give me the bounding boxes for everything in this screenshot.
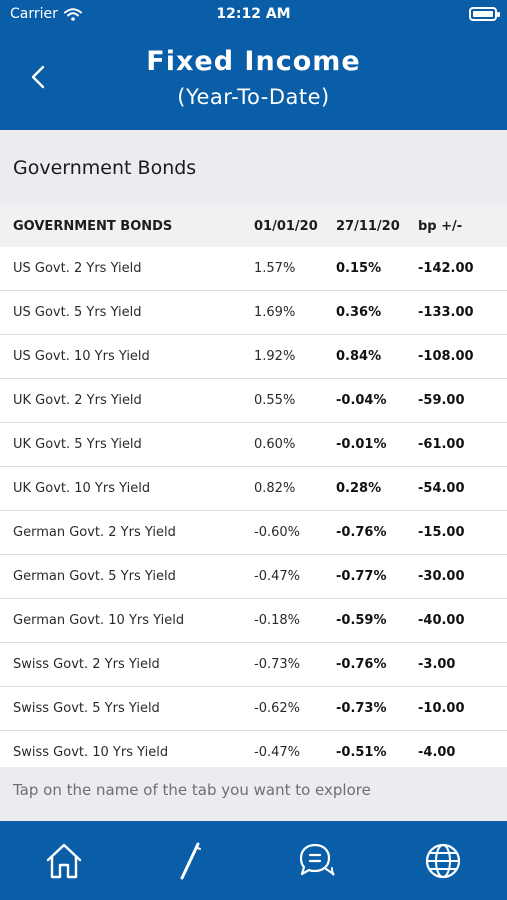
table-row[interactable]: Swiss Govt. 10 Yrs Yield -0.47% -0.51% -4.0…	[0, 731, 507, 767]
yield-end: -0.51%	[336, 745, 387, 760]
table-row[interactable]: UK Govt. 2 Yrs Yield 0.55% -0.04% -59.00	[0, 379, 507, 423]
carrier-label: Carrier	[10, 6, 58, 22]
hint-text: Tap on the name of the tab you want to e…	[13, 781, 371, 799]
bond-name: UK Govt. 2 Yrs Yield	[13, 393, 142, 408]
table-row[interactable]: German Govt. 2 Yrs Yield -0.60% -0.76% -15.…	[0, 511, 507, 555]
table-row[interactable]: UK Govt. 10 Yrs Yield 0.82% 0.28% -54.00	[0, 467, 507, 511]
bond-name: Swiss Govt. 10 Yrs Yield	[13, 745, 169, 760]
bp-change: -61.00	[418, 437, 465, 452]
pen-icon[interactable]	[170, 841, 210, 881]
table-header: GOVERNMENT BONDS 01/01/20 27/11/20 bp +/…	[0, 205, 507, 247]
yield-start: -0.47%	[254, 569, 300, 584]
yield-end: 0.36%	[336, 305, 382, 320]
table-row[interactable]: German Govt. 10 Yrs Yield -0.18% -0.59% -40…	[0, 599, 507, 643]
home-icon[interactable]	[44, 841, 84, 881]
bp-change: -3.00	[418, 657, 456, 672]
yield-end: 0.15%	[336, 261, 382, 276]
bp-change: -30.00	[418, 569, 465, 584]
table-row[interactable]: Swiss Govt. 2 Yrs Yield -0.73% -0.76% -3.00	[0, 643, 507, 687]
bp-change: -59.00	[418, 393, 465, 408]
bond-table-body[interactable]: US Govt. 2 Yrs Yield 1.57% 0.15% -142.00 US …	[0, 247, 507, 767]
back-chevron-icon[interactable]	[24, 62, 54, 92]
table-row[interactable]: US Govt. 5 Yrs Yield 1.69% 0.36% -133.00	[0, 291, 507, 335]
bond-name: US Govt. 5 Yrs Yield	[13, 305, 142, 320]
bond-name: Swiss Govt. 5 Yrs Yield	[13, 701, 160, 716]
bp-change: -4.00	[418, 745, 456, 760]
section-header: Government Bonds	[0, 130, 507, 205]
bond-name: German Govt. 10 Yrs Yield	[13, 613, 185, 628]
yield-end: -0.73%	[336, 701, 387, 716]
yield-end: 0.84%	[336, 349, 382, 364]
chat-icon[interactable]	[296, 841, 336, 881]
yield-start: -0.62%	[254, 701, 300, 716]
yield-start: 1.69%	[254, 305, 296, 320]
wifi-icon	[63, 7, 82, 21]
bond-name: UK Govt. 5 Yrs Yield	[13, 437, 142, 452]
hint-banner: Tap on the name of the tab you want to e…	[0, 767, 507, 821]
status-time: 12:12 AM	[216, 6, 291, 22]
table-row[interactable]: US Govt. 2 Yrs Yield 1.57% 0.15% -142.00	[0, 247, 507, 291]
section-title: Government Bonds	[13, 157, 197, 179]
table-row[interactable]: German Govt. 5 Yrs Yield -0.47% -0.77% -30.…	[0, 555, 507, 599]
page-subtitle: (Year-To-Date)	[177, 85, 330, 109]
carrier-info: Carrier	[10, 6, 82, 22]
column-header-end-date: 27/11/20	[336, 219, 400, 234]
table-row[interactable]: UK Govt. 5 Yrs Yield 0.60% -0.01% -61.00	[0, 423, 507, 467]
bond-name: German Govt. 2 Yrs Yield	[13, 525, 176, 540]
table-row[interactable]: US Govt. 10 Yrs Yield 1.92% 0.84% -108.00	[0, 335, 507, 379]
yield-start: 1.57%	[254, 261, 296, 276]
yield-start: 1.92%	[254, 349, 296, 364]
yield-start: -0.73%	[254, 657, 300, 672]
bottom-tab-bar	[0, 821, 507, 900]
globe-icon[interactable]	[423, 841, 463, 881]
bp-change: -54.00	[418, 481, 465, 496]
yield-end: 0.28%	[336, 481, 382, 496]
bp-change: -40.00	[418, 613, 465, 628]
column-header-bp-change: bp +/-	[418, 219, 463, 234]
status-bar: Carrier 12:12 AM	[0, 0, 507, 30]
bp-change: -15.00	[418, 525, 465, 540]
yield-end: -0.77%	[336, 569, 387, 584]
yield-end: -0.59%	[336, 613, 387, 628]
bp-change: -142.00	[418, 261, 474, 276]
table-row[interactable]: Swiss Govt. 5 Yrs Yield -0.62% -0.73% -10.0…	[0, 687, 507, 731]
yield-end: -0.04%	[336, 393, 387, 408]
column-header-name: GOVERNMENT BONDS	[13, 219, 173, 234]
page-title: Fixed Income	[146, 46, 361, 77]
yield-end: -0.76%	[336, 525, 387, 540]
bp-change: -10.00	[418, 701, 465, 716]
bond-name: US Govt. 10 Yrs Yield	[13, 349, 150, 364]
bond-name: UK Govt. 10 Yrs Yield	[13, 481, 151, 496]
bond-name: German Govt. 5 Yrs Yield	[13, 569, 176, 584]
yield-start: 0.60%	[254, 437, 296, 452]
yield-start: 0.55%	[254, 393, 296, 408]
bp-change: -133.00	[418, 305, 474, 320]
yield-start: 0.82%	[254, 481, 296, 496]
header-bar: Carrier 12:12 AM Fixed Income (Year-To-D…	[0, 0, 507, 130]
yield-start: -0.60%	[254, 525, 300, 540]
bp-change: -108.00	[418, 349, 474, 364]
yield-end: -0.76%	[336, 657, 387, 672]
column-header-start-date: 01/01/20	[254, 219, 318, 234]
bond-name: US Govt. 2 Yrs Yield	[13, 261, 142, 276]
yield-start: -0.18%	[254, 613, 300, 628]
battery-icon	[469, 7, 500, 21]
yield-end: -0.01%	[336, 437, 387, 452]
bond-name: Swiss Govt. 2 Yrs Yield	[13, 657, 160, 672]
yield-start: -0.47%	[254, 745, 300, 760]
